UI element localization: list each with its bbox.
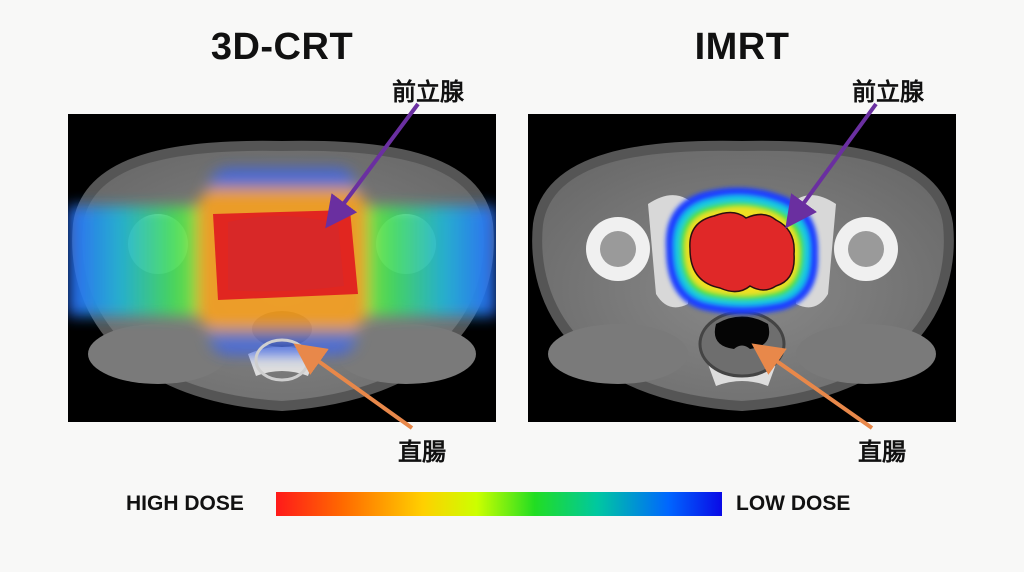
- prostate-label-right: 前立腺: [852, 78, 924, 106]
- panel-title-3dcrt: 3D-CRT: [210, 26, 354, 68]
- ct-image-imrt: [532, 140, 954, 412]
- prostate-label-left: 前立腺: [392, 78, 464, 106]
- ct-panel-3dcrt: [68, 114, 496, 422]
- panel-title-imrt: IMRT: [694, 26, 790, 68]
- low-dose-label: LOW DOSE: [736, 492, 851, 515]
- dose-colorbar: [276, 492, 722, 516]
- rectum-label-left: 直腸: [398, 438, 446, 466]
- ct-image-3dcrt: [68, 140, 496, 412]
- rectum-label-right: 直腸: [858, 438, 906, 466]
- ct-panel-imrt: [528, 114, 956, 422]
- high-dose-label: HIGH DOSE: [126, 492, 244, 515]
